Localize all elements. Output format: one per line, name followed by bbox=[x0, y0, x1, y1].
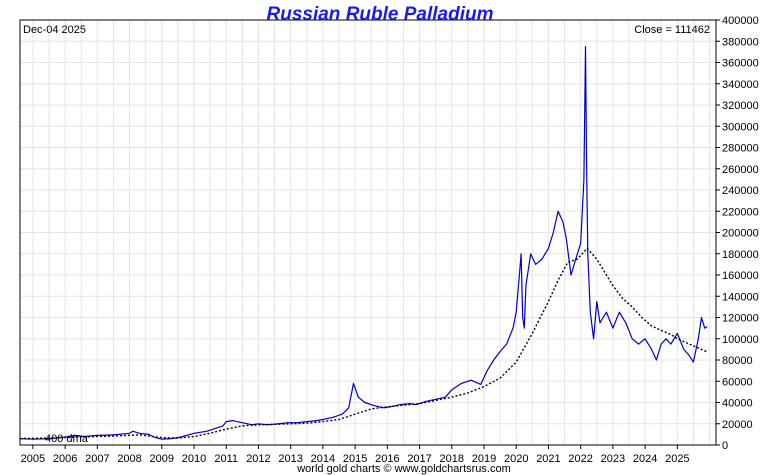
x-tick-label: 2011 bbox=[214, 453, 238, 465]
y-tick-label: 100000 bbox=[722, 334, 759, 346]
x-tick-label: 2015 bbox=[343, 453, 367, 465]
close-label: Close = 111462 bbox=[634, 24, 710, 36]
date-label: Dec-04 2025 bbox=[23, 24, 86, 36]
y-tick-label: 220000 bbox=[722, 206, 759, 218]
footer-credit: world gold charts © www.goldchartsrus.co… bbox=[296, 463, 511, 475]
x-tick-label: 2006 bbox=[53, 453, 77, 465]
x-tick-label: 2005 bbox=[21, 453, 45, 465]
y-tick-label: 40000 bbox=[722, 398, 753, 410]
x-tick-label: 2009 bbox=[150, 453, 174, 465]
grid bbox=[20, 19, 716, 446]
x-tick-label: 2025 bbox=[665, 453, 689, 465]
x-tick-label: 2021 bbox=[536, 453, 560, 465]
y-tick-label: 280000 bbox=[722, 143, 759, 155]
y-tick-label: 120000 bbox=[722, 313, 759, 325]
x-tick-label: 2024 bbox=[633, 453, 657, 465]
y-tick-label: 300000 bbox=[722, 121, 759, 133]
y-tick-label: 180000 bbox=[722, 249, 759, 261]
y-tick-label: 200000 bbox=[722, 228, 759, 240]
y-tick-label: 80000 bbox=[722, 355, 753, 367]
moving-average-label: 400 dma bbox=[45, 433, 89, 445]
y-tick-label: 140000 bbox=[722, 291, 759, 303]
y-tick-label: 320000 bbox=[722, 100, 759, 112]
x-tick-label: 2012 bbox=[246, 453, 270, 465]
x-tick-label: 2019 bbox=[472, 453, 496, 465]
price-series-line bbox=[19, 45, 708, 440]
y-tick-label: 260000 bbox=[722, 164, 759, 176]
chart-title: Russian Ruble Palladium bbox=[267, 4, 494, 25]
x-tick-label: 2023 bbox=[601, 453, 625, 465]
y-tick-label: 20000 bbox=[722, 419, 753, 431]
x-tick-label: 2014 bbox=[311, 453, 335, 465]
y-tick-label: 340000 bbox=[722, 79, 759, 91]
x-tick-label: 2013 bbox=[278, 453, 302, 465]
y-tick-label: 160000 bbox=[722, 270, 759, 282]
x-tick-label: 2016 bbox=[375, 453, 399, 465]
x-tick-label: 2008 bbox=[117, 453, 141, 465]
y-tick-label: 60000 bbox=[722, 376, 753, 388]
axes: 0 20000 40000 60000 80000 100000 120000 140000 1… bbox=[21, 15, 759, 465]
y-tick-label: 0 bbox=[722, 440, 728, 452]
y-tick-label: 240000 bbox=[722, 185, 759, 197]
x-tick-label: 2018 bbox=[440, 453, 464, 465]
x-tick-label: 2007 bbox=[85, 453, 109, 465]
y-tick-label: 360000 bbox=[722, 58, 759, 70]
moving-average-line bbox=[19, 247, 707, 440]
y-tick-label: 400000 bbox=[722, 15, 759, 27]
x-tick-label: 2010 bbox=[182, 453, 206, 465]
x-tick-label: 2017 bbox=[407, 453, 431, 465]
series-layer bbox=[19, 45, 708, 440]
x-tick-label: 2020 bbox=[504, 453, 528, 465]
y-tick-label: 380000 bbox=[722, 36, 759, 48]
x-tick-label: 2022 bbox=[568, 453, 592, 465]
